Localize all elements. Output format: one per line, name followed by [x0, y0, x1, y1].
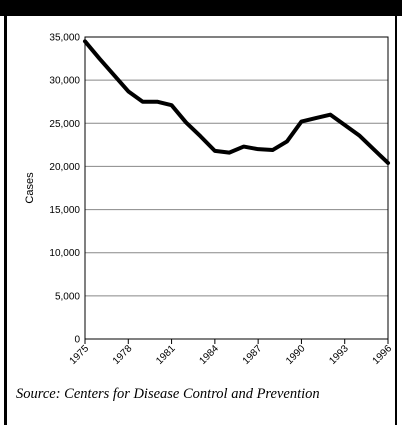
- x-axis-ticks: 1975 1978 1981 1984 1987 1990 1993 1996: [68, 339, 395, 367]
- source-caption: Source: Centers for Disease Control and …: [16, 386, 320, 402]
- y-tick-label: 15,000: [49, 205, 80, 216]
- x-tick-label: 1984: [197, 343, 221, 367]
- y-tick-label: 30,000: [49, 76, 80, 87]
- right-border-line: [395, 16, 397, 425]
- x-tick-label: 1990: [284, 343, 308, 367]
- series-line-cases: [83, 39, 390, 165]
- y-tick-label: 25,000: [49, 119, 80, 130]
- left-border-line: [4, 16, 7, 425]
- y-axis-label: Cases: [24, 172, 36, 204]
- data-points: [84, 41, 389, 164]
- x-tick-label: 1987: [241, 343, 265, 367]
- gridlines: [85, 79, 388, 297]
- top-border-bar: [0, 0, 402, 16]
- x-tick-label: 1993: [327, 343, 351, 367]
- x-tick-label: 1981: [154, 343, 178, 367]
- plot-area-frame: [84, 36, 389, 340]
- y-tick-label: 0: [74, 335, 80, 346]
- x-tick-label: 1996: [371, 343, 395, 367]
- x-tick-label: 1975: [68, 343, 92, 367]
- y-axis-ticks: 0 5,000 10,000 15,000 20,000 25,000 30,000 35,0…: [49, 33, 80, 346]
- x-tick-label: 1978: [111, 343, 135, 367]
- y-tick-label: 20,000: [49, 162, 80, 173]
- y-tick-label: 35,000: [49, 33, 80, 44]
- y-tick-label: 5,000: [55, 291, 80, 302]
- y-tick-label: 10,000: [49, 248, 80, 259]
